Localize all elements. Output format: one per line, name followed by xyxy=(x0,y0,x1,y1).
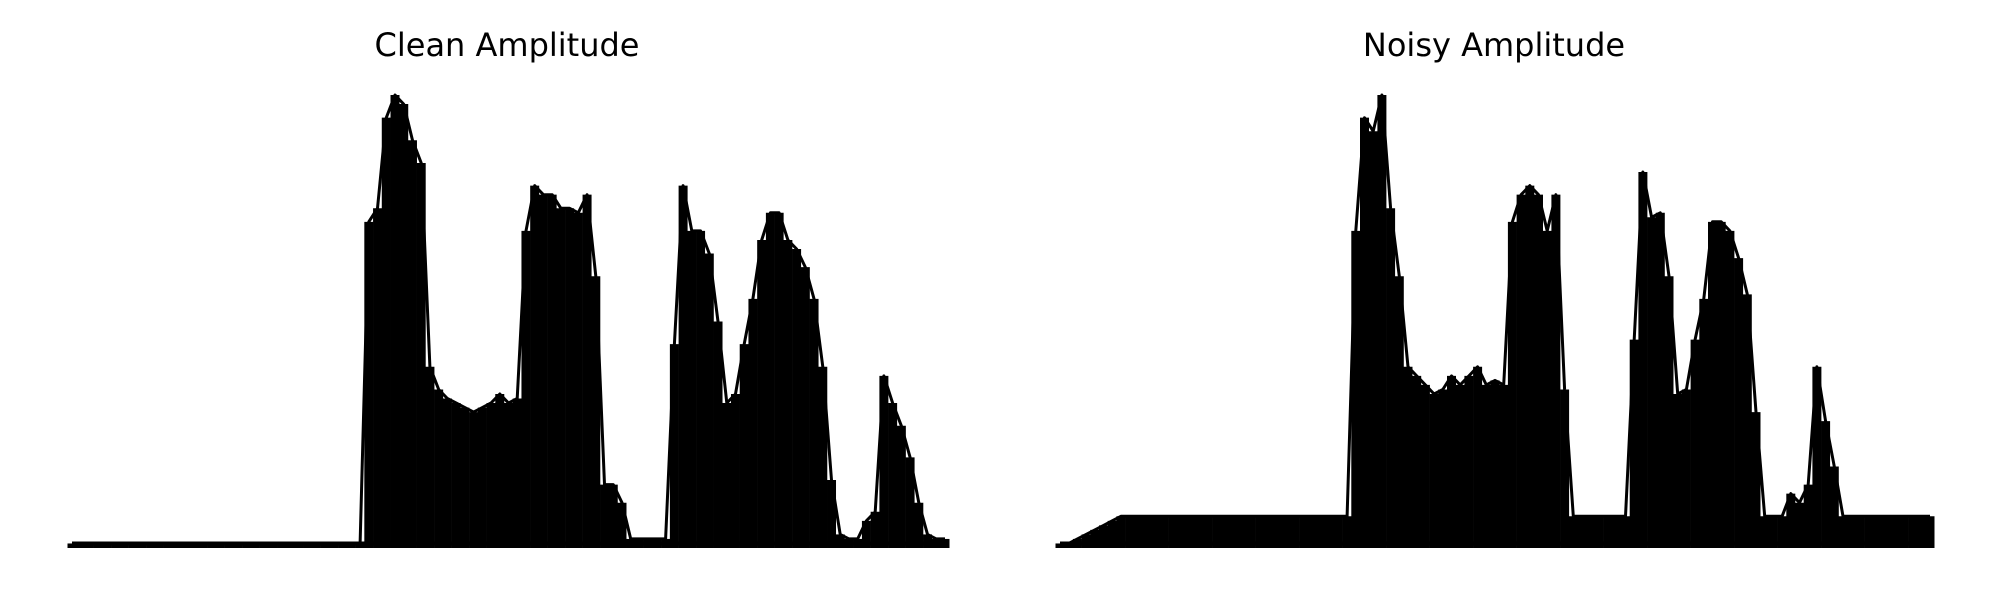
noisy-amplitude-plot xyxy=(1055,93,1935,548)
clean-amplitude-title: Clean Amplitude xyxy=(375,26,640,64)
noisy-amplitude-series-line xyxy=(1060,93,1930,545)
clean-amplitude-series-line xyxy=(72,93,945,545)
noisy-amplitude-panel: Noisy Amplitude xyxy=(1055,26,1935,548)
noisy-amplitude-title: Noisy Amplitude xyxy=(1363,26,1625,64)
clean-amplitude-plot xyxy=(67,93,950,548)
clean-amplitude-panel: Clean Amplitude xyxy=(67,26,950,548)
